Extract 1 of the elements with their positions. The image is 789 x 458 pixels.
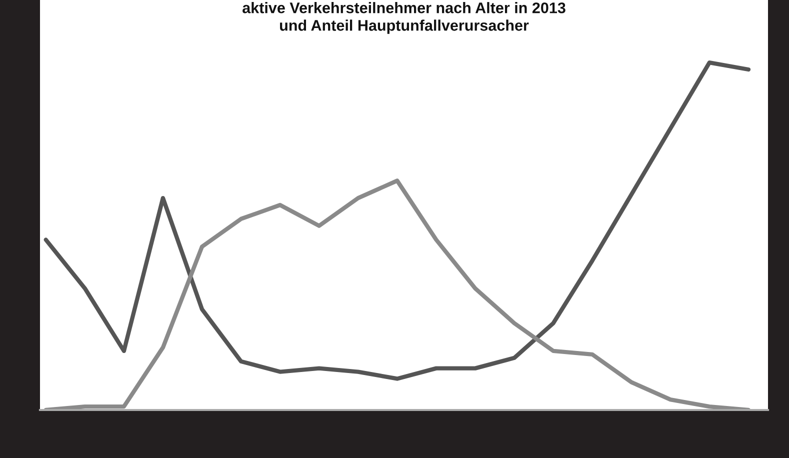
chart-title: aktive Verkehrsteilnehmer nach Alter in 2013 und Anteil Hauptunfallverursacher bbox=[242, 2, 566, 34]
